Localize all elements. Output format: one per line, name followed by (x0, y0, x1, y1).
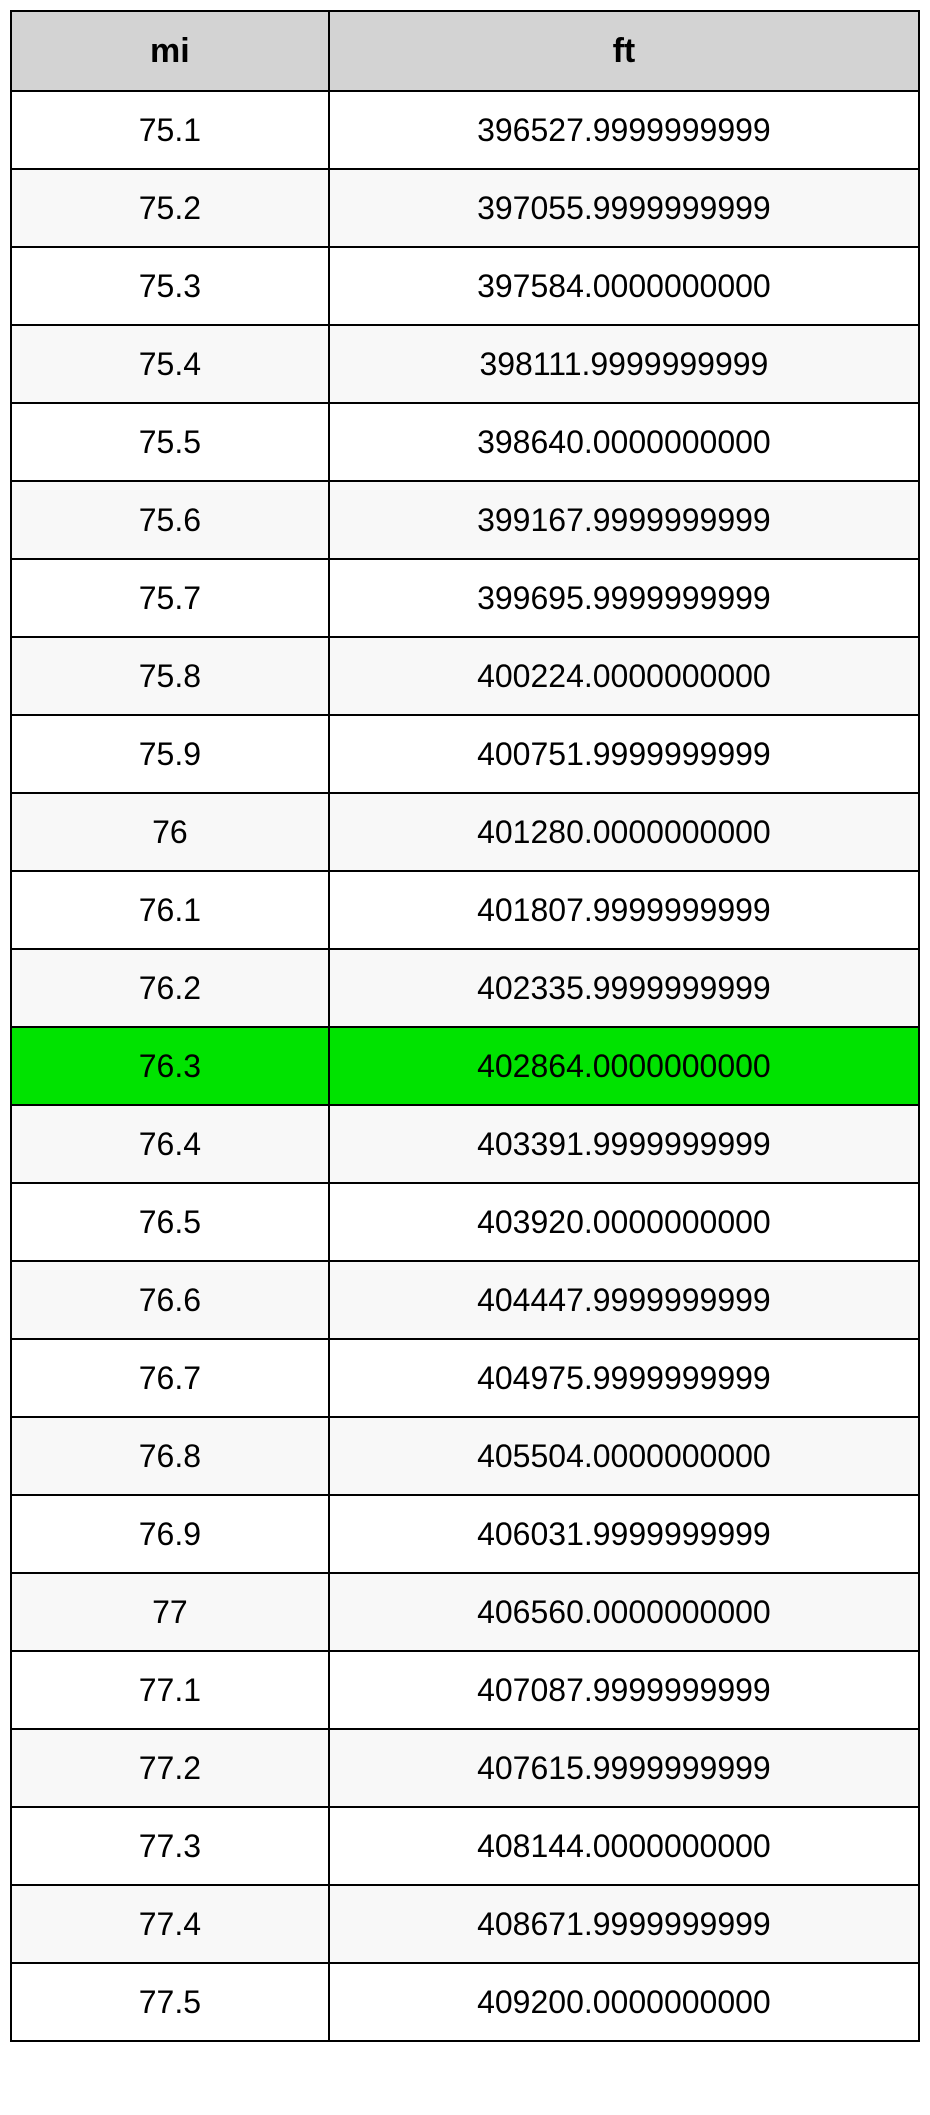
table-row: 77.1407087.9999999999 (11, 1651, 919, 1729)
table-header-row: mi ft (11, 11, 919, 91)
cell-ft: 401807.9999999999 (329, 871, 919, 949)
cell-ft: 408671.9999999999 (329, 1885, 919, 1963)
cell-ft: 399695.9999999999 (329, 559, 919, 637)
table-row: 76.7404975.9999999999 (11, 1339, 919, 1417)
cell-ft: 396527.9999999999 (329, 91, 919, 169)
table-row: 75.7399695.9999999999 (11, 559, 919, 637)
table-row: 75.9400751.9999999999 (11, 715, 919, 793)
cell-ft: 398111.9999999999 (329, 325, 919, 403)
cell-mi: 76.5 (11, 1183, 329, 1261)
table-row: 75.8400224.0000000000 (11, 637, 919, 715)
cell-ft: 407087.9999999999 (329, 1651, 919, 1729)
cell-ft: 402864.0000000000 (329, 1027, 919, 1105)
cell-ft: 399167.9999999999 (329, 481, 919, 559)
cell-mi: 76.3 (11, 1027, 329, 1105)
cell-mi: 76.7 (11, 1339, 329, 1417)
cell-mi: 77 (11, 1573, 329, 1651)
table-row: 76.5403920.0000000000 (11, 1183, 919, 1261)
cell-ft: 397584.0000000000 (329, 247, 919, 325)
cell-ft: 401280.0000000000 (329, 793, 919, 871)
table-row: 75.4398111.9999999999 (11, 325, 919, 403)
table-row: 77406560.0000000000 (11, 1573, 919, 1651)
cell-ft: 405504.0000000000 (329, 1417, 919, 1495)
cell-ft: 403391.9999999999 (329, 1105, 919, 1183)
cell-ft: 402335.9999999999 (329, 949, 919, 1027)
table-row: 76.8405504.0000000000 (11, 1417, 919, 1495)
column-header-ft: ft (329, 11, 919, 91)
cell-ft: 406031.9999999999 (329, 1495, 919, 1573)
cell-mi: 75.6 (11, 481, 329, 559)
table-row: 77.3408144.0000000000 (11, 1807, 919, 1885)
conversion-table: mi ft 75.1396527.999999999975.2397055.99… (10, 10, 920, 2042)
column-header-mi: mi (11, 11, 329, 91)
cell-mi: 75.5 (11, 403, 329, 481)
cell-mi: 75.3 (11, 247, 329, 325)
table-row: 76.1401807.9999999999 (11, 871, 919, 949)
cell-ft: 398640.0000000000 (329, 403, 919, 481)
table-row: 77.2407615.9999999999 (11, 1729, 919, 1807)
cell-mi: 76.2 (11, 949, 329, 1027)
table-row: 75.5398640.0000000000 (11, 403, 919, 481)
cell-ft: 403920.0000000000 (329, 1183, 919, 1261)
cell-ft: 404447.9999999999 (329, 1261, 919, 1339)
table-row: 75.2397055.9999999999 (11, 169, 919, 247)
table-row: 75.1396527.9999999999 (11, 91, 919, 169)
cell-mi: 75.2 (11, 169, 329, 247)
cell-ft: 409200.0000000000 (329, 1963, 919, 2041)
cell-ft: 400751.9999999999 (329, 715, 919, 793)
cell-mi: 76 (11, 793, 329, 871)
table-row: 76.3402864.0000000000 (11, 1027, 919, 1105)
table-row: 77.4408671.9999999999 (11, 1885, 919, 1963)
cell-mi: 75.4 (11, 325, 329, 403)
cell-mi: 77.3 (11, 1807, 329, 1885)
cell-mi: 77.2 (11, 1729, 329, 1807)
cell-mi: 76.9 (11, 1495, 329, 1573)
cell-ft: 406560.0000000000 (329, 1573, 919, 1651)
table-row: 75.6399167.9999999999 (11, 481, 919, 559)
cell-mi: 77.1 (11, 1651, 329, 1729)
table-row: 77.5409200.0000000000 (11, 1963, 919, 2041)
table-row: 76.9406031.9999999999 (11, 1495, 919, 1573)
cell-mi: 75.7 (11, 559, 329, 637)
cell-mi: 77.5 (11, 1963, 329, 2041)
cell-mi: 76.8 (11, 1417, 329, 1495)
cell-mi: 76.6 (11, 1261, 329, 1339)
cell-ft: 407615.9999999999 (329, 1729, 919, 1807)
table-row: 76401280.0000000000 (11, 793, 919, 871)
cell-mi: 75.9 (11, 715, 329, 793)
cell-mi: 75.8 (11, 637, 329, 715)
cell-ft: 404975.9999999999 (329, 1339, 919, 1417)
cell-mi: 75.1 (11, 91, 329, 169)
cell-ft: 408144.0000000000 (329, 1807, 919, 1885)
table-row: 76.2402335.9999999999 (11, 949, 919, 1027)
cell-mi: 77.4 (11, 1885, 329, 1963)
cell-mi: 76.4 (11, 1105, 329, 1183)
cell-ft: 397055.9999999999 (329, 169, 919, 247)
cell-ft: 400224.0000000000 (329, 637, 919, 715)
table-row: 76.6404447.9999999999 (11, 1261, 919, 1339)
table-row: 76.4403391.9999999999 (11, 1105, 919, 1183)
cell-mi: 76.1 (11, 871, 329, 949)
table-row: 75.3397584.0000000000 (11, 247, 919, 325)
